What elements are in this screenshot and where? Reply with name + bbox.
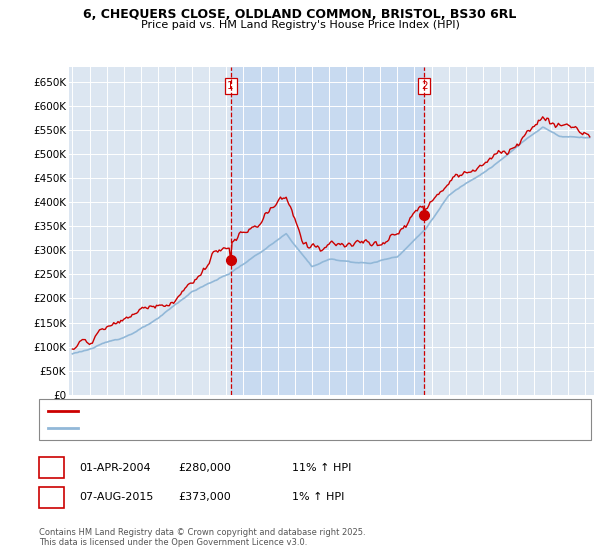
Text: 1% ↑ HPI: 1% ↑ HPI [292, 492, 344, 502]
Text: 1: 1 [48, 461, 55, 474]
Text: 01-APR-2004: 01-APR-2004 [79, 463, 151, 473]
Text: Contains HM Land Registry data © Crown copyright and database right 2025.
This d: Contains HM Land Registry data © Crown c… [39, 528, 365, 547]
Text: HPI: Average price, detached house, South Gloucestershire: HPI: Average price, detached house, Sout… [84, 424, 365, 433]
Text: 6, CHEQUERS CLOSE, OLDLAND COMMON, BRISTOL, BS30 6RL: 6, CHEQUERS CLOSE, OLDLAND COMMON, BRIST… [83, 8, 517, 21]
Text: 07-AUG-2015: 07-AUG-2015 [79, 492, 154, 502]
Text: £373,000: £373,000 [178, 492, 231, 502]
Text: 2: 2 [48, 491, 55, 504]
Text: 1: 1 [227, 81, 234, 91]
Text: Price paid vs. HM Land Registry's House Price Index (HPI): Price paid vs. HM Land Registry's House … [140, 20, 460, 30]
Text: 2: 2 [421, 81, 428, 91]
Bar [230, 67, 424, 395]
Text: 11% ↑ HPI: 11% ↑ HPI [292, 463, 352, 473]
Text: 6, CHEQUERS CLOSE, OLDLAND COMMON, BRISTOL, BS30 6RL (detached house): 6, CHEQUERS CLOSE, OLDLAND COMMON, BRIST… [84, 406, 466, 415]
Text: £280,000: £280,000 [178, 463, 231, 473]
